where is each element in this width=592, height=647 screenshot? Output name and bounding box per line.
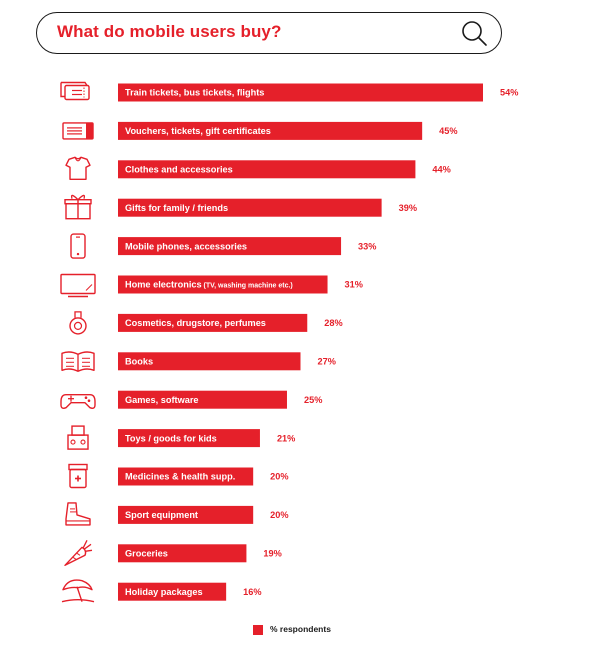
category-label: Holiday packages — [125, 587, 203, 597]
search-icon[interactable] — [459, 18, 489, 48]
legend-swatch — [253, 625, 263, 635]
bar — [118, 467, 254, 486]
category-label: Home electronics (TV, washing machine et… — [125, 280, 293, 290]
cosmetics-icon — [69, 311, 87, 335]
value-label: 54% — [500, 88, 518, 98]
category-label: Games, software — [125, 395, 199, 405]
category-label: Groceries — [125, 549, 168, 559]
category-label: Clothes and accessories — [125, 165, 233, 175]
bar — [118, 505, 254, 524]
category-label: Mobile phones, accessories — [125, 241, 247, 251]
bar — [118, 352, 301, 371]
legend-label: % respondents — [270, 624, 331, 634]
value-label: 20% — [270, 472, 288, 482]
value-label: 33% — [358, 241, 376, 251]
category-label: Cosmetics, drugstore, perfumes — [125, 318, 266, 328]
value-label: 19% — [263, 549, 281, 559]
category-label: Medicines & health supp. — [125, 472, 235, 482]
beach-umbrella-icon — [61, 579, 95, 603]
bar — [118, 429, 260, 448]
bar — [118, 237, 342, 256]
gamepad-icon — [60, 394, 96, 409]
medicine-icon — [68, 463, 88, 489]
value-label: 45% — [439, 126, 457, 136]
bar — [118, 582, 227, 601]
bar — [118, 275, 328, 294]
category-label: Sport equipment — [125, 510, 198, 520]
value-label: 21% — [277, 433, 295, 443]
sport-shoe-icon — [65, 502, 91, 526]
bar — [118, 121, 423, 140]
category-label: Gifts for family / friends — [125, 203, 228, 213]
mobile-phone-icon — [70, 233, 86, 259]
tv-icon — [60, 273, 96, 298]
value-label: 27% — [318, 357, 336, 367]
bar — [118, 544, 247, 563]
value-label: 31% — [345, 280, 363, 290]
voucher-icon — [62, 122, 94, 140]
bar — [118, 313, 308, 332]
clothes-icon — [65, 156, 91, 181]
gift-icon — [64, 194, 92, 220]
book-icon — [61, 351, 95, 372]
category-label: Books — [125, 357, 153, 367]
value-label: 39% — [399, 203, 417, 213]
category-label: Vouchers, tickets, gift certificates — [125, 126, 271, 136]
value-label: 16% — [243, 587, 261, 597]
carrot-icon — [64, 540, 93, 566]
value-label: 20% — [270, 510, 288, 520]
search-bar[interactable]: What do mobile users buy? — [36, 12, 502, 54]
page-title: What do mobile users buy? — [57, 22, 282, 41]
value-label: 28% — [324, 318, 342, 328]
bar — [118, 160, 416, 179]
bar-chart: Train tickets, bus tickets, flights 54% Vo… — [60, 81, 518, 603]
category-label: Train tickets, bus tickets, flights — [125, 88, 264, 98]
train-ticket-icon — [60, 81, 90, 101]
toys-icon — [67, 425, 89, 450]
value-label: 44% — [432, 165, 450, 175]
bar — [118, 198, 382, 217]
value-label: 25% — [304, 395, 322, 405]
bar — [118, 390, 287, 409]
category-label: Toys / goods for kids — [125, 433, 217, 443]
bar — [118, 83, 483, 102]
